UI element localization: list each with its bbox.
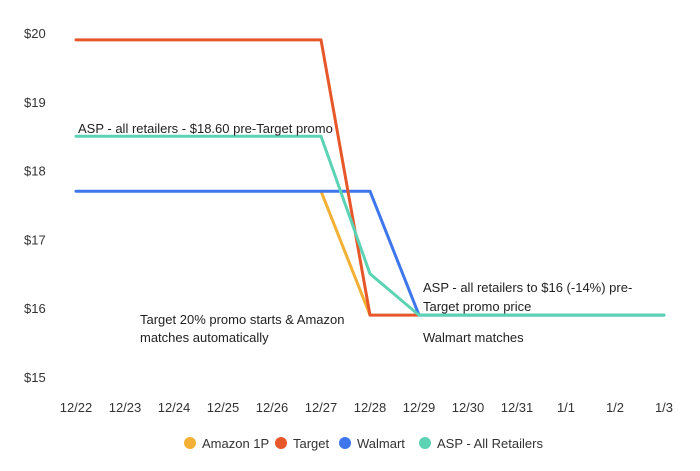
legend-label: Walmart	[357, 436, 405, 451]
x-tick-label: 12/30	[452, 400, 485, 415]
y-tick-label: $15	[24, 370, 46, 385]
legend: Amazon 1P Target Walmart ASP - All Retailer…	[184, 436, 543, 451]
legend-label: Target	[293, 436, 330, 451]
legend-swatch	[339, 437, 351, 449]
legend-item: Amazon 1P	[184, 436, 269, 451]
annotation-asp-drop: ASP - all retailers to $16 (-14%) pre- T…	[423, 280, 636, 314]
x-tick-label: 12/26	[256, 400, 289, 415]
x-tick-label: 12/29	[403, 400, 436, 415]
x-tick-label: 1/2	[606, 400, 624, 415]
annotation-walmart-matches: Walmart matches	[423, 330, 524, 345]
legend-label: Amazon 1P	[202, 436, 269, 451]
annotation-target-promo: Target 20% promo starts & Amazon matches…	[140, 312, 348, 345]
x-tick-label: 12/22	[60, 400, 93, 415]
series-line-target	[74, 38, 421, 317]
annotations: ASP - all retailers - $18.60 pre-Target …	[78, 121, 636, 345]
x-tick-label: 12/27	[305, 400, 338, 415]
series-line-walmart	[74, 189, 666, 317]
y-tick-label: $20	[24, 26, 46, 41]
legend-item: Target	[275, 436, 330, 451]
legend-swatch	[275, 437, 287, 449]
legend-item: ASP - All Retailers	[419, 436, 543, 451]
y-axis-ticks: $20 $19 $18 $17 $16 $15	[24, 26, 46, 385]
series-line-amazon-1p	[319, 189, 372, 317]
series-line-asp-all-retailers	[74, 134, 666, 317]
legend-item: Walmart	[339, 436, 405, 451]
y-tick-label: $16	[24, 301, 46, 316]
x-tick-label: 1/1	[557, 400, 575, 415]
annotation-asp-pre-promo: ASP - all retailers - $18.60 pre-Target …	[78, 121, 333, 136]
x-axis-ticks: 12/22 12/23 12/24 12/25 12/26 12/27 12/28 12/29…	[60, 400, 673, 415]
legend-swatch	[419, 437, 431, 449]
x-tick-label: 1/3	[655, 400, 673, 415]
legend-swatch	[184, 437, 196, 449]
x-tick-label: 12/24	[158, 400, 191, 415]
legend-label: ASP - All Retailers	[437, 436, 543, 451]
x-tick-label: 12/25	[207, 400, 240, 415]
y-tick-label: $18	[24, 164, 46, 179]
x-tick-label: 12/28	[354, 400, 387, 415]
x-tick-label: 12/23	[109, 400, 142, 415]
y-tick-label: $17	[24, 232, 46, 247]
y-tick-label: $19	[24, 95, 46, 110]
x-tick-label: 12/31	[501, 400, 534, 415]
series-lines	[74, 38, 666, 317]
